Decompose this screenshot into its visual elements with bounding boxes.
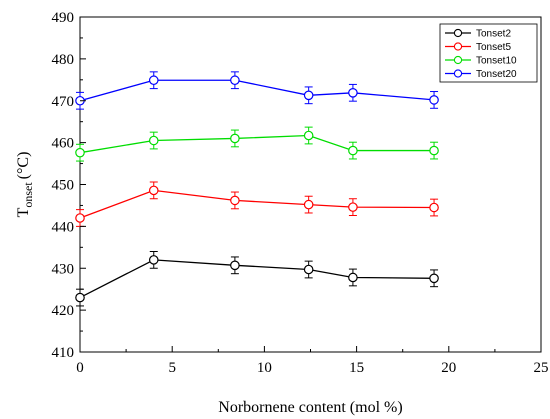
legend-marker <box>453 28 463 38</box>
data-point <box>303 199 314 210</box>
data-point <box>230 195 240 206</box>
data-point <box>348 202 358 212</box>
data-point <box>303 130 314 141</box>
series-Tonset10 <box>75 126 439 162</box>
series-layer <box>75 71 439 307</box>
series-line <box>79 259 435 299</box>
y-tick-label: 460 <box>52 136 75 152</box>
legend-item: Tonset5 <box>445 42 511 53</box>
data-point <box>75 147 85 158</box>
data-point <box>348 145 358 156</box>
legend: Tonset2 Tonset5 Tonset10 Tonset20 <box>439 23 538 83</box>
data-point <box>303 90 314 101</box>
y-tick-label: 410 <box>52 345 75 361</box>
y-tick-label: 430 <box>52 261 75 277</box>
x-tick-label: 5 <box>168 360 176 376</box>
axis-layer: 0 5 10 15 20 25 410 420 430 440 450 460 470 480 490 <box>52 10 549 376</box>
legend-item: Tonset10 <box>445 56 517 67</box>
data-point <box>429 202 439 213</box>
legend-label: Tonset5 <box>476 42 511 53</box>
data-point <box>230 133 240 144</box>
data-point <box>75 213 85 223</box>
series-Tonset20 <box>75 71 439 110</box>
series-Tonset5 <box>75 181 439 227</box>
data-point <box>230 260 240 271</box>
x-tick-label: 20 <box>441 360 456 376</box>
data-point <box>348 272 358 283</box>
series-Tonset2 <box>75 251 439 307</box>
data-point <box>303 264 314 275</box>
x-tick-label: 15 <box>349 360 364 376</box>
legend-item: Tonset2 <box>445 29 511 40</box>
x-tick-label: 0 <box>76 360 84 376</box>
y-axis-title-sub: onset <box>21 182 35 208</box>
x-axis-title: Norbornene content (mol %) <box>218 399 402 416</box>
series-line <box>79 189 435 219</box>
data-point <box>429 273 439 284</box>
y-axis-title: Tonset (°C) <box>15 152 35 218</box>
data-point <box>148 135 159 146</box>
data-point <box>429 95 439 105</box>
y-tick-label: 440 <box>52 219 75 235</box>
data-point <box>230 75 240 86</box>
data-point <box>148 75 159 86</box>
data-point <box>148 185 159 196</box>
legend-label: Tonset20 <box>476 69 517 80</box>
legend-label: Tonset10 <box>476 56 517 67</box>
legend-label: Tonset2 <box>476 29 511 40</box>
y-axis-title-main: T <box>15 207 32 217</box>
y-tick-label: 450 <box>52 178 75 194</box>
y-axis-title-unit: (°C) <box>15 152 32 180</box>
x-tick-label: 25 <box>534 360 549 376</box>
y-tick-label: 480 <box>52 52 75 68</box>
legend-marker <box>453 69 463 78</box>
y-tick-label: 490 <box>52 10 75 26</box>
series-line <box>79 134 435 154</box>
legend-item: Tonset20 <box>445 69 517 80</box>
y-tick-label: 470 <box>52 94 75 110</box>
legend-marker <box>453 55 463 65</box>
data-point <box>75 292 85 303</box>
y-tick-label: 420 <box>52 303 75 319</box>
series-line <box>79 79 435 102</box>
data-point <box>348 87 358 98</box>
legend-marker <box>453 42 463 51</box>
x-tick-label: 10 <box>257 360 272 376</box>
data-point <box>429 145 439 156</box>
data-point <box>148 255 159 265</box>
